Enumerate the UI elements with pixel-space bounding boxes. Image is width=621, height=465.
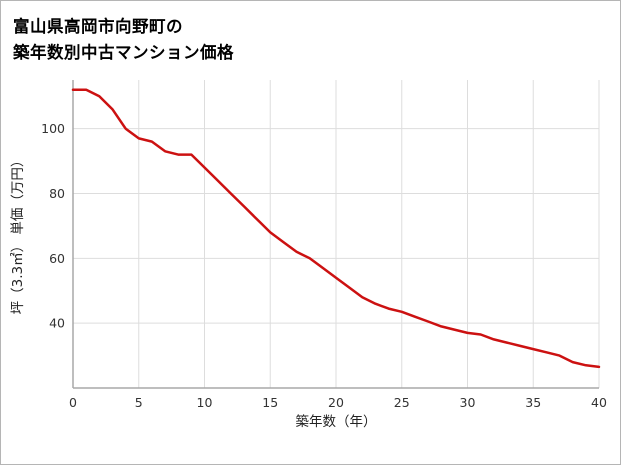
svg-text:15: 15 xyxy=(262,395,278,410)
svg-text:30: 30 xyxy=(460,395,476,410)
line-chart: 0 5 10 15 20 25 30 35 40 40 60 80 100 築年数（年） 坪（3.3㎡）… xyxy=(10,80,607,430)
svg-text:40: 40 xyxy=(49,316,65,331)
chart-title-line2: 築年数別中古マンション価格 xyxy=(13,42,234,62)
plot-area: 0 5 10 15 20 25 30 35 40 40 60 80 100 xyxy=(41,80,607,410)
svg-text:35: 35 xyxy=(525,395,541,410)
y-axis-title: 坪（3.3㎡） 単価（万円） xyxy=(10,154,26,315)
svg-text:25: 25 xyxy=(394,395,410,410)
x-axis-title: 築年数（年） xyxy=(296,414,377,430)
svg-text:80: 80 xyxy=(49,186,65,201)
chart-title: 富山県高岡市向野町の 築年数別中古マンション価格 xyxy=(1,1,620,65)
svg-text:40: 40 xyxy=(591,395,607,410)
svg-text:100: 100 xyxy=(41,121,65,136)
svg-text:10: 10 xyxy=(197,395,213,410)
chart-title-line1: 富山県高岡市向野町の xyxy=(13,17,183,36)
svg-text:60: 60 xyxy=(49,251,65,266)
svg-text:0: 0 xyxy=(69,395,77,410)
svg-text:20: 20 xyxy=(328,395,344,410)
svg-text:5: 5 xyxy=(135,395,143,410)
